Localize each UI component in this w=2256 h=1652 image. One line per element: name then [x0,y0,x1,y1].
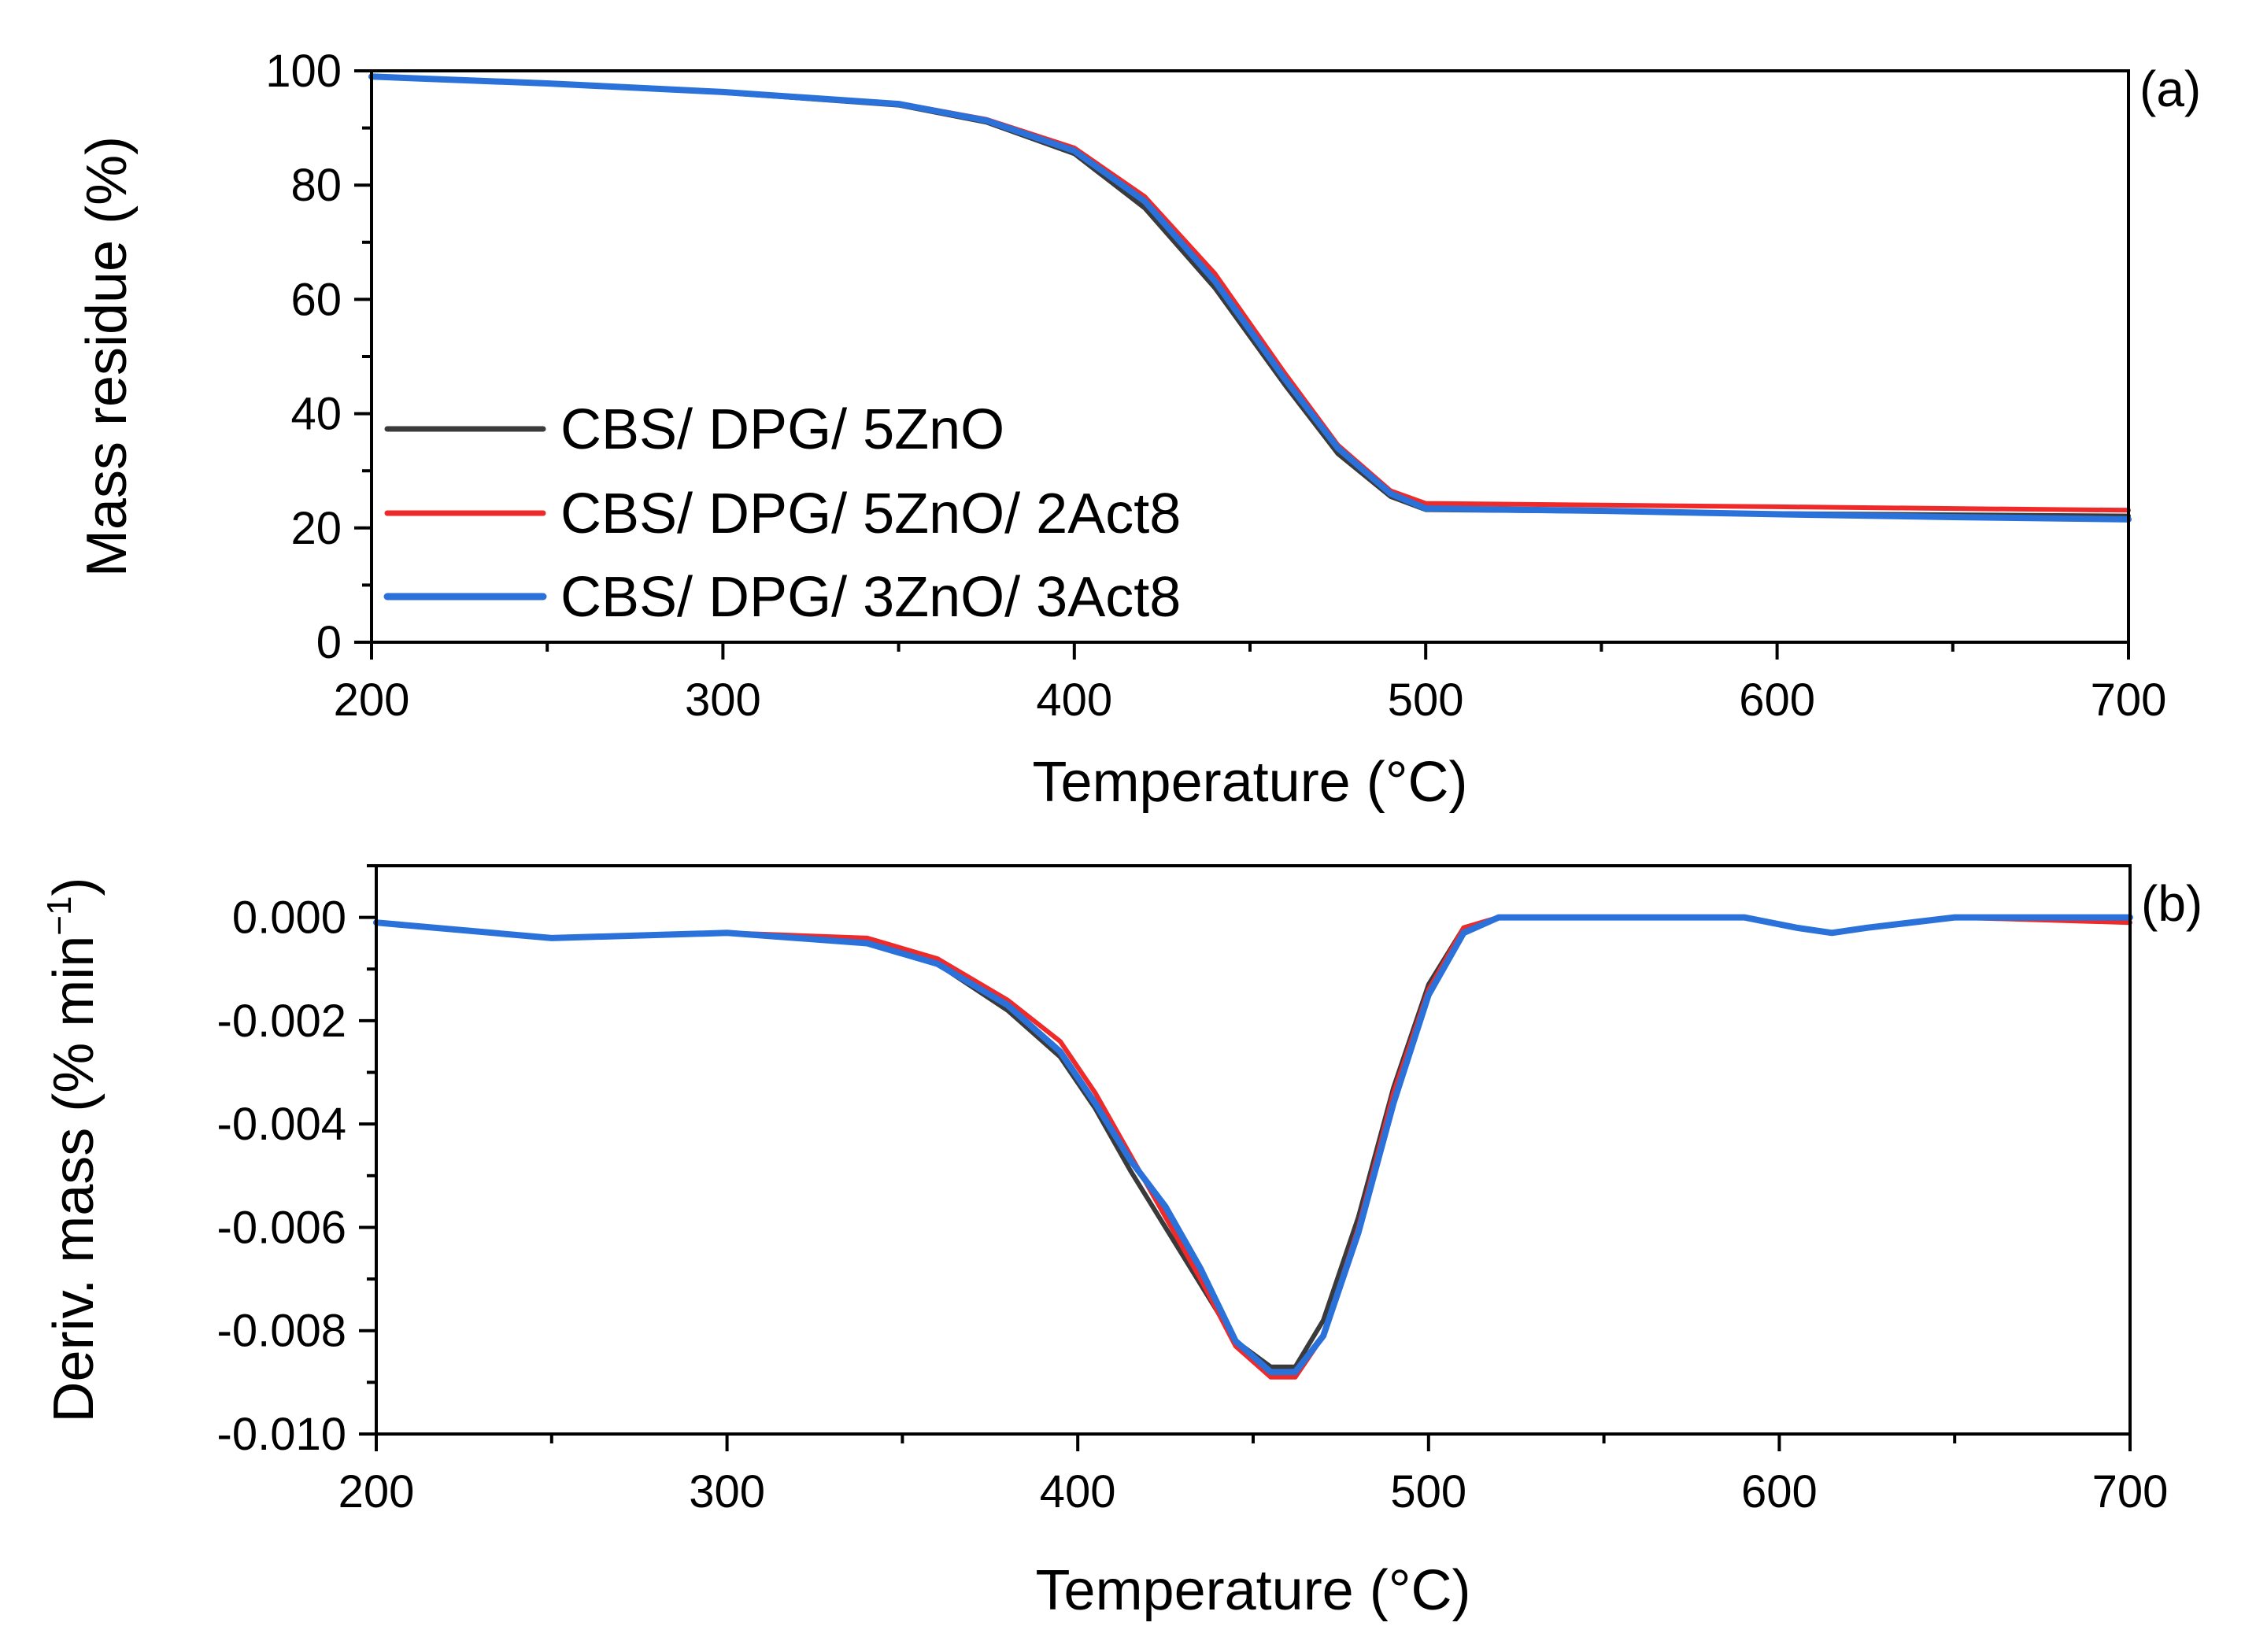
y-tick-label: -0.008 [217,1306,346,1357]
x-tick-label: 300 [685,674,761,726]
legend-label-1: CBS/ DPG/ 5ZnO [560,398,1004,461]
legend-label-3: CBS/ DPG/ 3ZnO/ 3Act8 [560,566,1181,629]
series-line-3 [368,73,2132,523]
y-tick-label: 60 [290,274,342,325]
y-tick-label: 80 [290,160,342,211]
x-tick-label: 300 [689,1466,765,1517]
x-tick-label: 200 [334,674,410,726]
x-tick-label: 700 [2091,674,2167,726]
x-axis-title: Temperature (°C) [1036,1559,1471,1622]
y-tick-label: -0.006 [217,1202,346,1253]
y-tick-label: 0.000 [232,893,346,944]
y-axis-title: Mass residue (%) [76,136,139,577]
y-tick-label: 100 [265,46,342,97]
series-group [368,73,2132,523]
plot-frame [375,864,2132,1436]
x-tick-label: 700 [2092,1466,2169,1517]
y-tick-label: 20 [290,503,342,554]
x-tick-label: 600 [1739,674,1815,726]
series-line-2 [374,915,2132,1380]
x-tick-label: 400 [1040,1466,1116,1517]
y-tick-label: 40 [290,389,342,440]
x-tick-label: 600 [1741,1466,1818,1517]
y-axis-title-main: Deriv. mass (% min [43,936,105,1423]
y-axis-title-close: ) [43,878,105,896]
x-tick-label: 400 [1036,674,1112,726]
x-tick-label: 500 [1390,1466,1466,1517]
panel-a: 200 300 400 500 600 700 0 20 40 60 80 100 Temperatur… [76,46,2201,814]
plot-frame [370,69,2130,644]
y-axis-title-main: Mass residue (%) [76,136,139,577]
series-group [373,914,2133,1380]
y-axis-title-superscript: −1 [40,896,79,936]
legend: CBS/ DPG/ 5ZnO CBS/ DPG/ 5ZnO/ 2Act8 CBS/ … [383,398,1181,629]
y-tick-label: -0.004 [217,1099,346,1150]
y-tick-label: -0.002 [217,996,346,1047]
x-axis-title: Temperature (°C) [1033,751,1468,814]
panel-label: (b) [2141,875,2202,932]
panel-b: 200 300 400 500 600 700 0.000 -0.002 -0.004 -0.00… [40,864,2202,1622]
panel-label: (a) [2140,61,2201,117]
series-line-1 [374,915,2132,1369]
x-tick-label: 500 [1388,674,1464,726]
legend-label-2: CBS/ DPG/ 5ZnO/ 2Act8 [560,482,1181,545]
y-axis-title: Deriv. mass (% min−1) [40,878,105,1423]
y-tick-label: -0.010 [217,1409,346,1460]
y-tick-label: 0 [316,617,342,668]
series-line-3 [373,914,2133,1376]
x-tick-label: 200 [338,1466,415,1517]
